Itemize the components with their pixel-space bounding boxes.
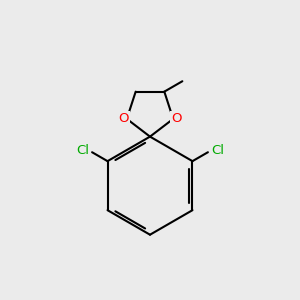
Text: O: O	[118, 112, 128, 125]
Text: Cl: Cl	[76, 144, 89, 157]
Text: O: O	[172, 112, 182, 125]
Text: Cl: Cl	[211, 144, 224, 157]
